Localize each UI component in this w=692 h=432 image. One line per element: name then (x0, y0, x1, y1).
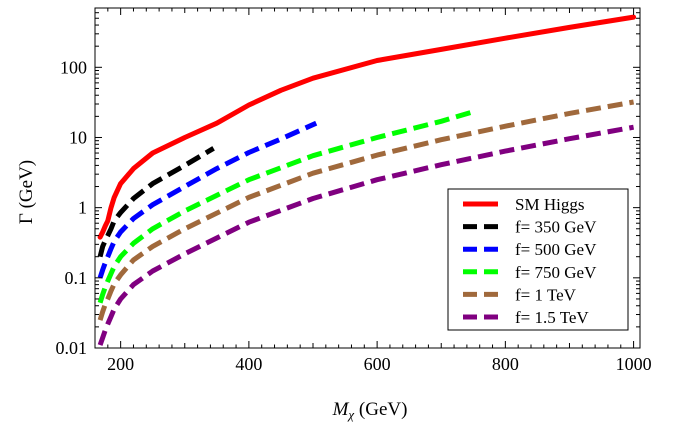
x-axis-label: Mχ (GeV) (332, 399, 408, 422)
plot-frame (94, 7, 641, 349)
x-tick-label: 1000 (616, 354, 652, 374)
legend-entry: f= 1.5 TeV (515, 308, 589, 327)
y-tick-label: 100 (60, 57, 87, 77)
legend-entry: f= 350 GeV (515, 218, 597, 237)
y-tick-label: 10 (69, 127, 87, 147)
series-line-3 (97, 108, 478, 304)
legend: SM Higgs f= 350 GeV f= 500 GeV f= 750 GeV f=… (447, 188, 629, 331)
y-tick-label: 0.01 (56, 338, 88, 358)
series-line-4 (97, 99, 635, 321)
y-tick-label: 0.1 (65, 268, 88, 288)
x-axis-label-main: M (332, 399, 350, 420)
x-tick-label: 400 (235, 354, 262, 374)
legend-box (447, 188, 629, 331)
legend-entry: f= 500 GeV (515, 240, 597, 259)
ticks-layer: 200 400 600 800 1000 0.01 0.1 1 10 100 (56, 7, 652, 374)
legend-entry: SM Higgs (515, 195, 584, 214)
y-axis-label: Γ (GeV) (16, 160, 37, 224)
x-tick-label: 200 (107, 354, 134, 374)
series-line-0 (97, 14, 637, 240)
legend-entry: f= 1 TeV (515, 285, 577, 304)
y-tick-label: 1 (78, 198, 87, 218)
series-layer (97, 14, 637, 346)
series-line-5 (97, 124, 635, 346)
series-line-1 (97, 146, 215, 258)
x-tick-label: 800 (492, 354, 519, 374)
x-axis-label-sub: χ (346, 407, 354, 422)
x-axis-label-unit: (GeV) (354, 399, 407, 420)
legend-entry: f= 750 GeV (515, 263, 597, 282)
x-tick-label: 600 (364, 354, 391, 374)
